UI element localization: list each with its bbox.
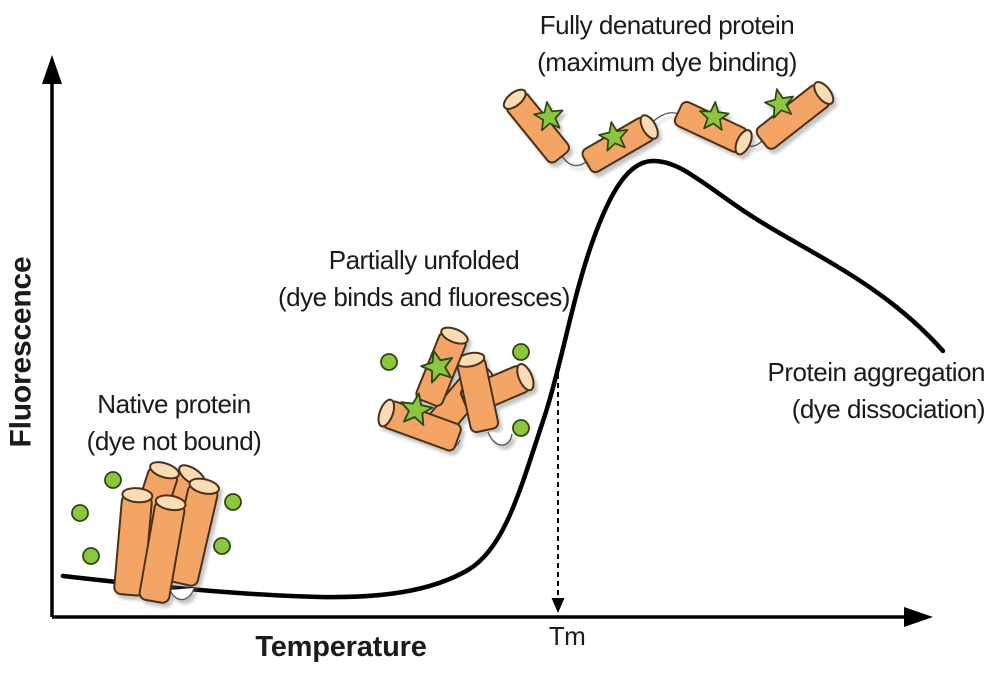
x-axis-arrow-icon	[904, 607, 933, 627]
x-axis	[52, 607, 933, 627]
x-axis-label: Temperature	[255, 631, 427, 663]
stage-label-aggregation: Protein aggregation (dye dissociation)	[767, 354, 986, 428]
stage-label-native-line1: Native protein	[97, 389, 251, 419]
denatured-protein-chain-illustration	[502, 80, 835, 174]
y-axis-label: Fluorescence	[4, 256, 38, 448]
y-axis-arrow-icon	[42, 55, 62, 84]
stage-label-partial-line2: (dye binds and fluoresces)	[278, 282, 570, 312]
stage-label-aggregation-line1: Protein aggregation	[767, 357, 986, 387]
partially-unfolded-illustration	[377, 326, 535, 452]
stage-label-aggregation-line2: (dye dissociation)	[791, 394, 986, 424]
stage-label-native: Native protein (dye not bound)	[87, 386, 262, 460]
free-dye-dots-native	[71, 471, 242, 565]
stage-label-denatured: Fully denatured protein (maximum dye bin…	[537, 7, 797, 81]
y-axis	[42, 55, 62, 617]
stage-label-denatured-line1: Fully denatured protein	[539, 10, 795, 40]
stage-label-partially-unfolded: Partially unfolded (dye binds and fluore…	[278, 242, 570, 316]
tm-tick-label: Tm	[548, 621, 586, 651]
stage-label-denatured-line2: (maximum dye binding)	[537, 47, 797, 77]
melt-curve	[60, 158, 946, 600]
tm-marker-arrow	[551, 374, 565, 613]
stage-label-native-line2: (dye not bound)	[86, 426, 262, 456]
free-dye-dots-partial	[380, 343, 530, 437]
tm-arrowhead-icon	[551, 598, 565, 613]
stage-label-partial-line1: Partially unfolded	[328, 245, 520, 275]
native-protein-illustration	[113, 461, 220, 604]
